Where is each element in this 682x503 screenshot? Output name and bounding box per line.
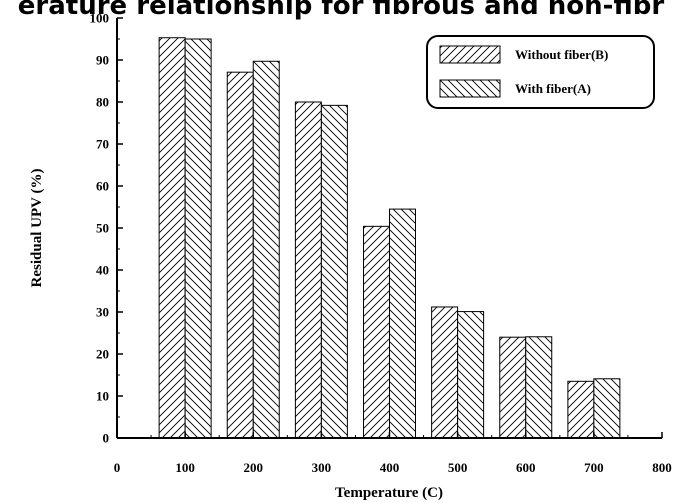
x-axis-label: Temperature (C) bbox=[335, 485, 443, 501]
bar-without-fiber-100 bbox=[158, 37, 186, 439]
bar-without-fiber-300 bbox=[294, 101, 322, 439]
bar-without-fiber-200 bbox=[226, 71, 254, 439]
legend-label-with-fiber: With fiber(A) bbox=[515, 81, 591, 96]
x-tick-label: 300 bbox=[312, 460, 332, 475]
y-tick-label: 40 bbox=[96, 263, 109, 278]
y-tick-label: 10 bbox=[96, 389, 109, 404]
bar-with-fiber-500 bbox=[457, 311, 485, 439]
legend: Without fiber(B) With fiber(A) bbox=[426, 35, 655, 109]
y-axis-label: Residual UPV (%) bbox=[29, 169, 45, 288]
y-tick-label: 0 bbox=[103, 431, 110, 446]
y-tick-label: 90 bbox=[96, 53, 109, 68]
y-tick-label: 30 bbox=[96, 305, 109, 320]
bar-with-fiber-200 bbox=[252, 60, 280, 439]
bar-without-fiber-700 bbox=[567, 380, 595, 439]
y-tick-label: 60 bbox=[96, 179, 109, 194]
x-tick-label: 0 bbox=[114, 460, 121, 475]
chart-title: erature relationship for fibrous and non… bbox=[18, 0, 665, 21]
bar-with-fiber-300 bbox=[320, 104, 348, 439]
y-tick-label: 100 bbox=[90, 11, 110, 26]
bar-with-fiber-400 bbox=[389, 208, 416, 439]
bar-without-fiber-600 bbox=[499, 336, 527, 439]
bar-without-fiber-400 bbox=[363, 225, 390, 439]
bar-with-fiber-100 bbox=[184, 38, 212, 439]
x-ticks-group: 0 100 200 300 400 500 600 700 800 bbox=[114, 432, 672, 475]
x-tick-label: 700 bbox=[584, 460, 604, 475]
y-ticks-group: 0 10 20 30 40 50 60 70 80 90 100 bbox=[90, 11, 123, 446]
legend-swatch-with-fiber bbox=[439, 79, 501, 98]
legend-swatch-without-fiber bbox=[439, 45, 501, 64]
y-tick-label: 20 bbox=[96, 347, 109, 362]
legend-label-without-fiber: Without fiber(B) bbox=[515, 47, 608, 62]
x-tick-label: 200 bbox=[244, 460, 264, 475]
y-tick-label: 50 bbox=[96, 221, 109, 236]
y-tick-label: 70 bbox=[96, 137, 109, 152]
bar-with-fiber-600 bbox=[525, 336, 553, 439]
x-tick-label: 500 bbox=[448, 460, 468, 475]
x-tick-label: 600 bbox=[516, 460, 536, 475]
x-tick-label: 100 bbox=[175, 460, 195, 475]
x-tick-label: 400 bbox=[380, 460, 400, 475]
y-tick-label: 80 bbox=[96, 95, 109, 110]
bar-without-fiber-500 bbox=[431, 306, 459, 439]
bar-with-fiber-700 bbox=[593, 378, 621, 439]
bars-group bbox=[158, 37, 621, 439]
x-tick-label: 800 bbox=[652, 460, 672, 475]
